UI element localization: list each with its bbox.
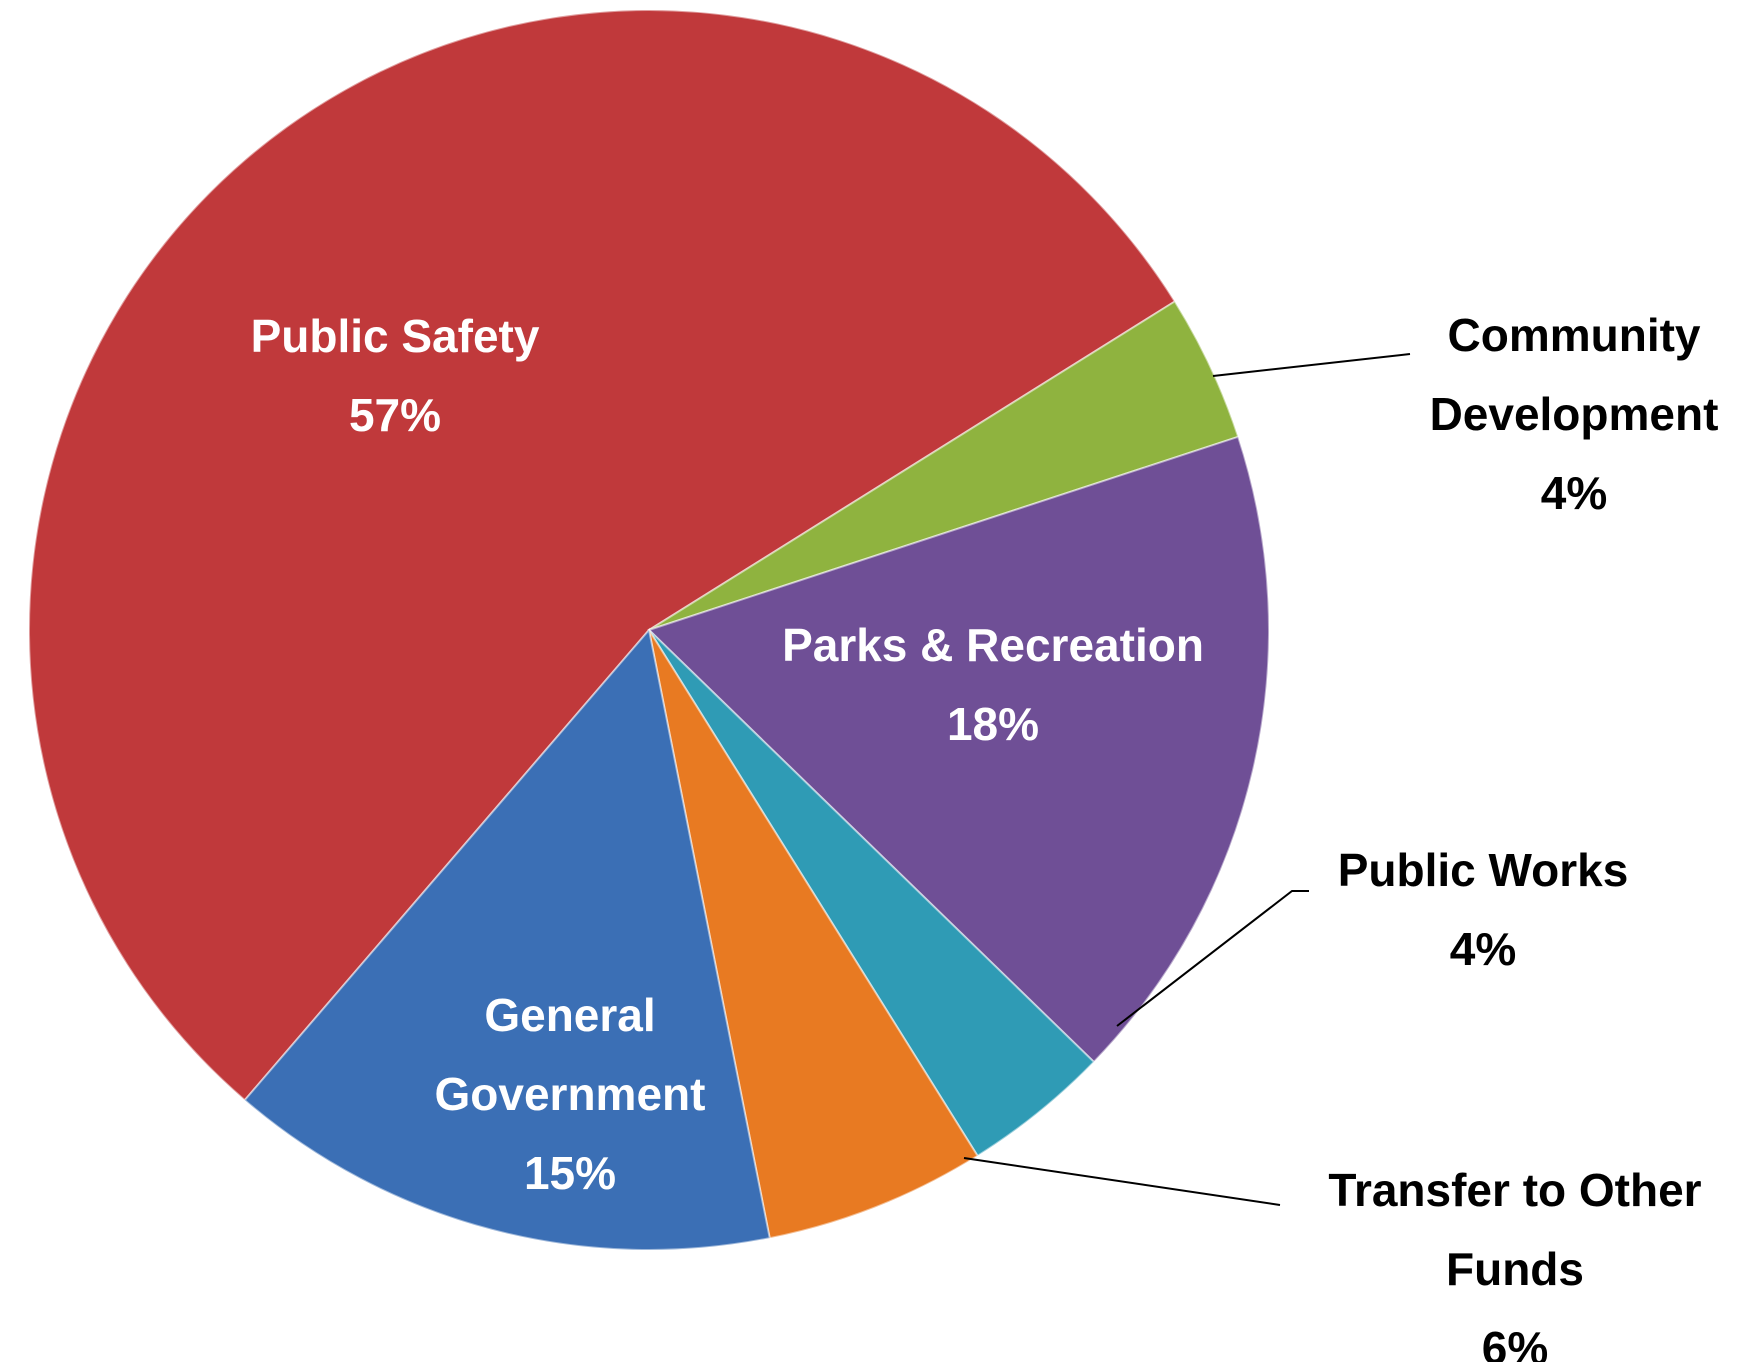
value-label: 15% bbox=[523, 1146, 617, 1199]
category-label: Parks & Recreation bbox=[782, 618, 1204, 671]
category-label: Public Works bbox=[1337, 843, 1629, 896]
category-label: General Government bbox=[434, 988, 706, 1120]
value-label: 4% bbox=[1540, 466, 1608, 519]
slice-label: Public Safety 57% bbox=[145, 297, 645, 455]
slice-label: General Government 15% bbox=[390, 976, 750, 1213]
pie-slice bbox=[647, 435, 1270, 1064]
slice-label: Community Development 4% bbox=[1374, 296, 1759, 533]
category-label: Community Development bbox=[1429, 308, 1719, 440]
value-label: 18% bbox=[946, 697, 1040, 750]
value-label: 4% bbox=[1449, 922, 1517, 975]
leader-line bbox=[1116, 890, 1309, 1027]
leader-line bbox=[963, 1157, 1281, 1206]
slice-label: Transfer to Other Funds 6% bbox=[1275, 1151, 1755, 1362]
slices bbox=[28, 9, 1270, 1252]
leader-line bbox=[1212, 353, 1411, 377]
pie-slice bbox=[648, 629, 979, 1240]
slice-label: Parks & Recreation 18% bbox=[693, 606, 1293, 764]
pie-slice bbox=[243, 627, 771, 1252]
pie-slice bbox=[28, 9, 1177, 1102]
value-label: 57% bbox=[348, 388, 442, 441]
category-label: Transfer to Other Funds bbox=[1328, 1163, 1702, 1295]
category-label: Public Safety bbox=[250, 309, 540, 362]
slice-label: Public Works 4% bbox=[1283, 831, 1683, 989]
value-label: 6% bbox=[1481, 1321, 1549, 1362]
